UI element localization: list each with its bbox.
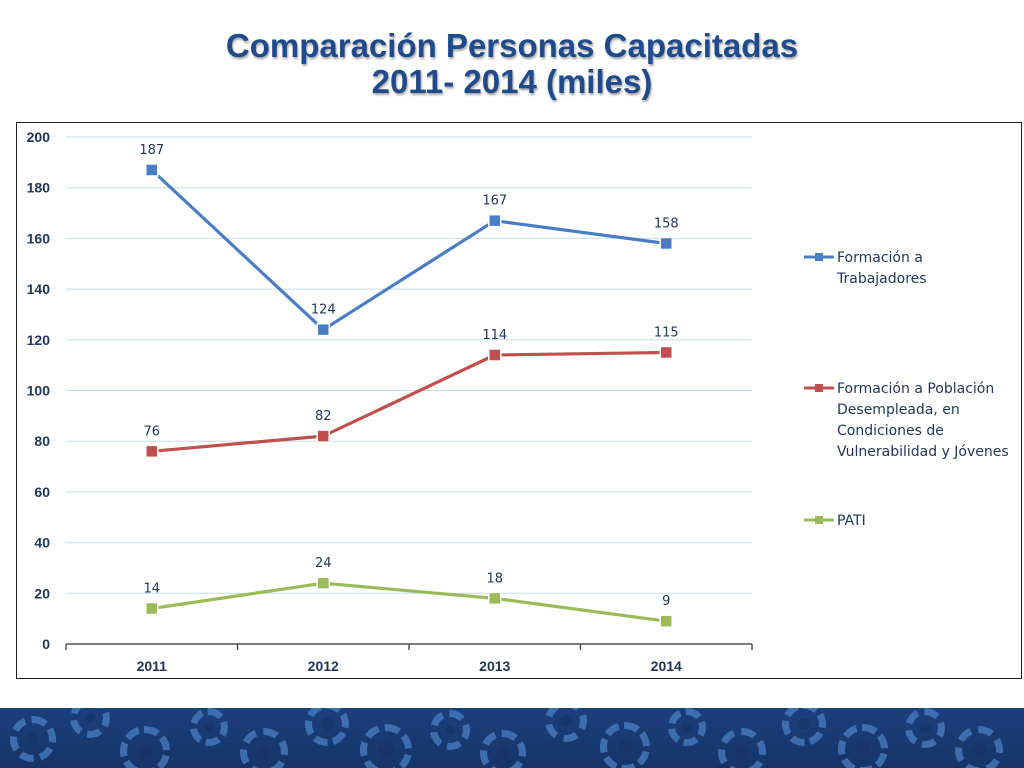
- legend-label: Vulnerabilidad y Jóvenes: [837, 444, 1009, 460]
- data-label: 187: [139, 143, 164, 158]
- y-tick-label: 20: [34, 585, 50, 601]
- data-point-marker: [145, 163, 159, 177]
- legend-swatch-marker: [815, 516, 823, 524]
- footer-gear-band: [0, 708, 1024, 768]
- data-point-marker: [488, 348, 502, 362]
- gear-icon: [480, 730, 526, 768]
- data-point-marker: [316, 429, 330, 443]
- data-label: 76: [143, 424, 160, 439]
- data-label: 24: [315, 556, 332, 571]
- gear-icon: [838, 724, 888, 768]
- gear-icon: [782, 708, 826, 746]
- y-tick-label: 180: [27, 180, 51, 196]
- legend-swatch-marker: [815, 253, 823, 261]
- legend-label: Formación a Población: [837, 381, 994, 397]
- series-line: [151, 350, 667, 453]
- series-line: [150, 168, 667, 332]
- gear-icon: [360, 724, 412, 768]
- y-tick-label: 140: [27, 281, 51, 297]
- y-tick-label: 40: [34, 535, 50, 551]
- gear-icon: [10, 716, 56, 762]
- gear-icon: [305, 708, 349, 746]
- slide-title: Comparación Personas Capacitadas 2011- 2…: [0, 28, 1024, 100]
- data-label: 167: [482, 194, 507, 209]
- gear-icon: [955, 726, 1003, 768]
- title-line-2: 2011- 2014 (miles): [371, 63, 653, 100]
- legend-label: Desempleada, en: [837, 402, 960, 418]
- x-tick-label: 2011: [137, 658, 168, 674]
- chart-frame: [16, 122, 1022, 679]
- data-label: 9: [662, 594, 670, 609]
- data-point-marker: [145, 444, 159, 459]
- y-tick-label: 60: [34, 484, 50, 500]
- y-tick-label: 80: [34, 433, 50, 449]
- gear-icon: [190, 708, 228, 746]
- gear-icon: [600, 722, 650, 768]
- legend-label: Condiciones de: [837, 423, 944, 439]
- data-label: 158: [654, 216, 679, 231]
- x-tick-label: 2014: [651, 658, 682, 674]
- data-label: 115: [654, 325, 679, 340]
- gear-icon: [545, 708, 587, 742]
- y-tick-label: 160: [27, 230, 51, 246]
- data-label: 124: [311, 303, 336, 318]
- x-tick-label: 2012: [308, 658, 339, 674]
- gear-icon: [120, 726, 170, 768]
- legend-swatch-marker: [815, 384, 823, 392]
- gear-icon: [430, 710, 470, 750]
- line-chart: 0 20 40 60 80 100 120 140 160 180 200 2011 2012 2013 2…: [27, 129, 1009, 674]
- y-tick-label: 120: [27, 332, 51, 348]
- data-point-marker: [316, 576, 330, 590]
- data-point-marker: [145, 601, 159, 616]
- gear-icon: [70, 708, 110, 738]
- legend-label: Trabajadores: [836, 271, 927, 287]
- data-point-marker: [659, 614, 673, 628]
- legend-label: Formación a: [837, 250, 923, 266]
- x-tick-label: 2013: [479, 658, 510, 674]
- gear-icon: [905, 708, 945, 748]
- series-line: [151, 581, 667, 623]
- gear-icon: [718, 728, 766, 768]
- title-line-1: Comparación Personas Capacitadas: [225, 27, 799, 64]
- legend-label: PATI: [837, 513, 866, 529]
- data-label: 14: [143, 582, 160, 597]
- data-point-marker: [488, 213, 502, 228]
- data-label: 114: [482, 328, 507, 343]
- data-point-marker: [659, 345, 673, 360]
- y-tick-label: 100: [27, 383, 51, 399]
- data-label: 18: [486, 571, 503, 586]
- gear-icon: [668, 708, 706, 746]
- data-point-marker: [488, 591, 502, 606]
- y-tick-label: 0: [42, 636, 50, 652]
- data-point-marker: [659, 236, 673, 251]
- data-point-marker: [316, 322, 330, 337]
- gear-icon: [240, 728, 288, 768]
- y-tick-label: 200: [27, 129, 51, 145]
- data-label: 82: [315, 409, 332, 424]
